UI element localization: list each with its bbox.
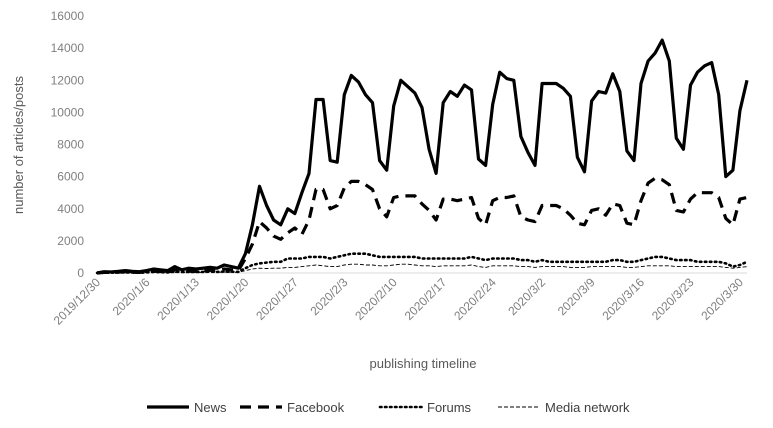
x-tick-label: 2020/2/3 [307,275,350,318]
y-tick-label: 12000 [51,73,85,87]
x-tick-label: 2020/1/27 [253,275,301,323]
x-tick-label: 2020/3/30 [698,275,746,323]
y-axis-tick-labels: 0 2000 4000 6000 8000 10000 12000 14000 16000 [51,9,85,280]
legend-label: Forums [427,400,472,415]
y-tick-label: 4000 [57,202,84,216]
y-tick-label: 14000 [51,41,85,55]
x-axis-tick-labels: 2019/12/30 2020/1/6 2020/1/13 2020/1/20 2020… [51,275,746,328]
x-tick-label: 2020/2/10 [352,275,400,323]
y-tick-label: 2000 [57,234,84,248]
series-line-media-network [96,263,748,274]
x-tick-label: 2020/1/20 [204,275,252,323]
x-tick-label: 2020/2/24 [451,275,499,323]
series-lines [95,38,749,275]
legend-label: Facebook [287,400,345,415]
x-tick-label: 2019/12/30 [51,275,104,328]
legend-item-forums: Forums [378,400,472,415]
x-tick-label: 2020/3/9 [555,275,598,318]
series-line-news [96,38,749,275]
y-tick-label: 0 [77,266,84,280]
legend-item-news: News [147,400,227,415]
legend-label: News [194,400,227,415]
y-tick-label: 10000 [51,105,85,119]
y-tick-label: 16000 [51,9,85,23]
x-tick-label: 2020/3/16 [599,275,647,323]
x-tick-label: 2020/2/17 [402,275,450,323]
x-tick-label: 2020/1/13 [154,275,202,323]
legend-label: Media network [545,400,630,415]
x-tick-label: 2020/1/6 [110,275,153,318]
x-tick-label: 2020/3/23 [649,275,697,323]
series-line-facebook [96,176,748,275]
x-tick-label: 2020/3/2 [505,275,548,318]
y-tick-label: 8000 [57,138,84,152]
legend: News Facebook Forums Media network [147,400,630,415]
x-axis-title: publishing timeline [370,356,477,371]
legend-item-media-network: Media network [498,400,630,415]
legend-item-facebook: Facebook [240,400,345,415]
series-line-forums [95,252,749,275]
y-axis-title: number of articles/posts [11,76,26,215]
y-tick-label: 6000 [57,170,84,184]
